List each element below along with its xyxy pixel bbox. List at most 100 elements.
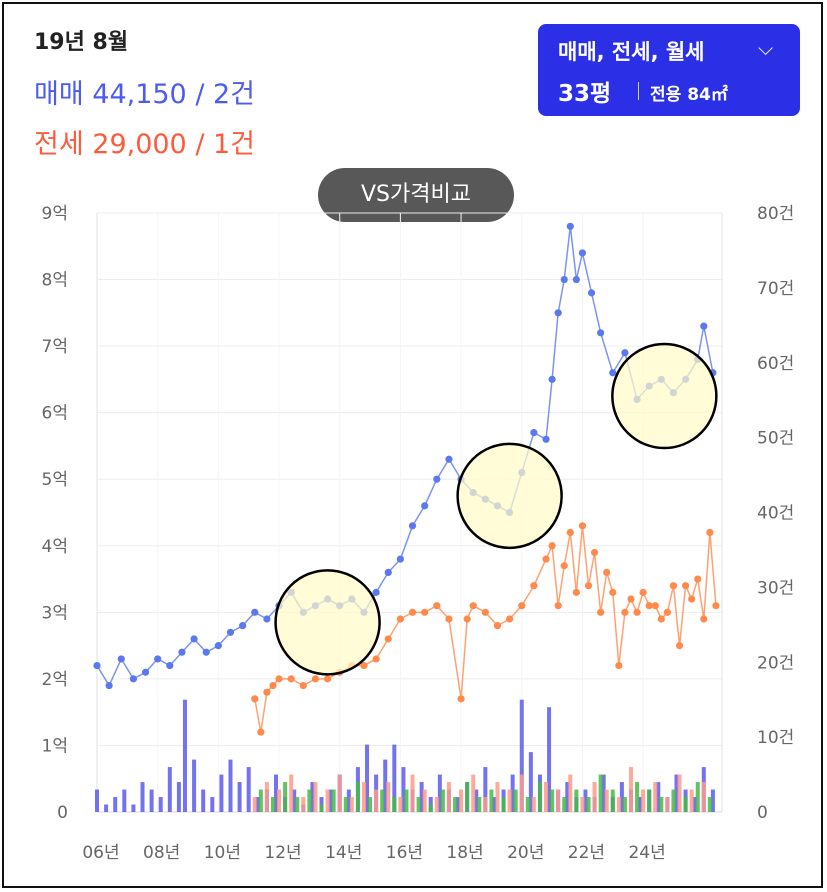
point-sale <box>597 329 605 337</box>
y-right-tick-label: 10건 <box>757 728 794 748</box>
volume-bar-volume_sale <box>565 782 570 812</box>
point-sale <box>384 568 392 577</box>
point-jeonse <box>323 675 332 683</box>
volume-bar-volume_sale <box>392 744 397 812</box>
volume-bar-volume_sale <box>176 782 181 812</box>
point-sale <box>621 349 629 357</box>
volume-bar-volume_wolse <box>319 804 324 812</box>
x-tick-label: 20년 <box>507 843 544 863</box>
point-jeonse <box>633 608 641 616</box>
volume-bar-volume_sale <box>419 782 424 812</box>
volume-bar-volume_sale <box>483 767 488 812</box>
point-jeonse <box>457 695 465 703</box>
point-sale <box>251 608 259 616</box>
volume-bar-volume_sale <box>492 797 497 812</box>
chevron-down-icon: ⌵ <box>758 36 774 60</box>
volume-bar-volume_jeonse <box>592 782 597 812</box>
volume-bar-volume_sale <box>246 767 251 812</box>
volume-bar-volume_sale <box>182 699 187 812</box>
volume-bar-volume_wolse <box>537 782 542 812</box>
point-jeonse <box>639 588 647 596</box>
volume-bar-volume_wolse <box>343 797 348 812</box>
point-jeonse <box>712 602 720 610</box>
volume-bar-volume_sale <box>219 774 224 812</box>
point-sale <box>202 648 210 656</box>
y-left-tick-label: 2억 <box>42 670 68 690</box>
point-sale <box>93 661 101 670</box>
point-jeonse <box>518 602 526 610</box>
volume-bar-volume_sale <box>237 782 242 812</box>
point-jeonse <box>669 582 678 590</box>
volume-bar-volume_sale <box>401 767 406 812</box>
point-sale <box>129 675 138 683</box>
point-sale <box>154 655 162 663</box>
volume-bar-volume_wolse <box>355 782 360 812</box>
volume-bar-volume_wolse <box>295 797 300 812</box>
volume-bar-volume_sale <box>140 782 145 812</box>
x-tick-label: 22년 <box>568 843 605 863</box>
volume-bar-volume_wolse <box>453 797 458 812</box>
x-tick-label: 18년 <box>446 843 483 863</box>
volume-bar-volume_sale <box>710 789 715 812</box>
volume-bar-volume_sale <box>95 789 99 812</box>
deal-type-selector[interactable]: 매매, 전세, 월세 ⌵ 33평 전용 84㎡ <box>538 24 800 116</box>
volume-bar-volume_wolse <box>610 789 615 812</box>
volume-bar-volume_wolse <box>380 789 385 812</box>
point-jeonse <box>584 582 593 590</box>
volume-bar-volume_sale <box>601 774 606 812</box>
point-sale <box>263 615 271 623</box>
volume-bar-volume_wolse <box>368 797 373 812</box>
volume-bar-volume_jeonse <box>313 782 318 812</box>
x-tick-label: 12년 <box>264 843 301 863</box>
point-sale <box>105 681 113 690</box>
point-jeonse <box>578 522 587 530</box>
point-sale <box>566 222 574 230</box>
volume-bar-volume_jeonse <box>398 797 403 812</box>
volume-bar-volume_wolse <box>477 797 482 812</box>
volume-bar-volume_jeonse <box>277 789 282 812</box>
volume-bar-volume_sale <box>456 797 461 812</box>
volume-bar-volume_jeonse <box>507 789 512 812</box>
point-jeonse <box>433 602 441 610</box>
area-label: 전용 84㎡ <box>650 85 728 105</box>
point-jeonse <box>675 642 684 650</box>
point-sale <box>396 555 404 563</box>
volume-bar-volume_jeonse <box>556 789 561 812</box>
point-sale <box>117 655 125 663</box>
volume-bar-volume_wolse <box>550 789 555 812</box>
y-right-tick-label: 80건 <box>757 204 794 224</box>
point-jeonse <box>566 528 574 537</box>
point-jeonse <box>275 675 283 683</box>
y-right-tick-label: 40건 <box>757 504 794 524</box>
point-jeonse <box>469 602 477 610</box>
volume-bar-volume_jeonse <box>544 782 549 812</box>
volume-bar-volume_jeonse <box>701 782 706 812</box>
y-right-tick-label: 60건 <box>757 354 794 374</box>
point-jeonse <box>463 615 471 623</box>
point-sale <box>239 622 247 630</box>
volume-bar-volume_wolse <box>428 804 433 812</box>
volume-bar-volume_sale <box>274 774 279 812</box>
point-jeonse <box>493 622 502 630</box>
volume-bar-volume_sale <box>210 797 215 812</box>
volume-bar-volume_sale <box>113 797 118 812</box>
point-jeonse <box>572 588 580 596</box>
y-left-tick-label: 5억 <box>42 470 68 490</box>
volume-bar-volume_jeonse <box>604 789 609 812</box>
point-jeonse <box>663 608 671 616</box>
volume-bar-volume_jeonse <box>568 774 573 812</box>
volume-bar-volume_jeonse <box>665 797 670 812</box>
point-jeonse <box>700 615 708 623</box>
volume-bar-volume_sale <box>583 789 588 812</box>
volume-bar-volume_wolse <box>283 782 288 812</box>
point-sale <box>578 249 587 257</box>
volume-bar-volume_sale <box>692 797 697 812</box>
volume-bar-volume_sale <box>310 782 315 812</box>
point-jeonse <box>421 608 429 616</box>
point-jeonse <box>530 582 538 590</box>
point-jeonse <box>706 528 714 537</box>
point-sale <box>530 429 538 437</box>
point-sale <box>214 642 222 650</box>
volume-bar-volume_sale <box>131 804 136 812</box>
